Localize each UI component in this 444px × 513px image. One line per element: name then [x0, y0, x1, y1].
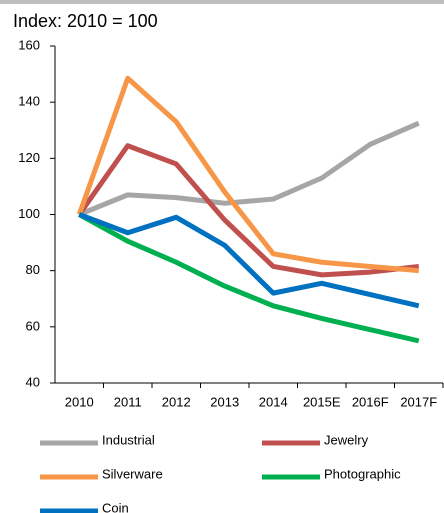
legend-label: Silverware	[102, 466, 163, 481]
y-tick-label: 100	[18, 206, 40, 221]
x-tick-label: 2013	[210, 394, 239, 409]
y-tick-label: 120	[18, 150, 40, 165]
x-tick-label: 2010	[65, 394, 94, 409]
x-tick-label: 2016F	[352, 394, 389, 409]
series-line	[78, 212, 420, 309]
legend-label: Photographic	[324, 466, 401, 481]
y-tick-label: 40	[26, 374, 40, 389]
x-tick-label: 2012	[162, 394, 191, 409]
series-line	[78, 212, 420, 344]
series-line	[76, 75, 419, 274]
x-tick-label: 2011	[114, 394, 142, 409]
x-tick-label: 2017F	[400, 394, 437, 409]
legend-label: Jewelry	[324, 432, 369, 447]
series-line	[78, 120, 420, 217]
y-tick-label: 160	[18, 37, 40, 52]
x-tick-label: 2015E	[303, 394, 341, 409]
y-tick-label: 140	[18, 94, 40, 109]
chart-title: Index: 2010 = 100	[13, 11, 158, 31]
y-tick-label: 60	[26, 318, 40, 333]
top-bar	[0, 0, 444, 4]
legend-label: Industrial	[102, 432, 155, 447]
series-line	[77, 143, 420, 278]
y-tick-label: 80	[26, 262, 40, 277]
x-tick-label: 2014	[259, 394, 288, 409]
legend-label: Coin	[102, 500, 129, 513]
